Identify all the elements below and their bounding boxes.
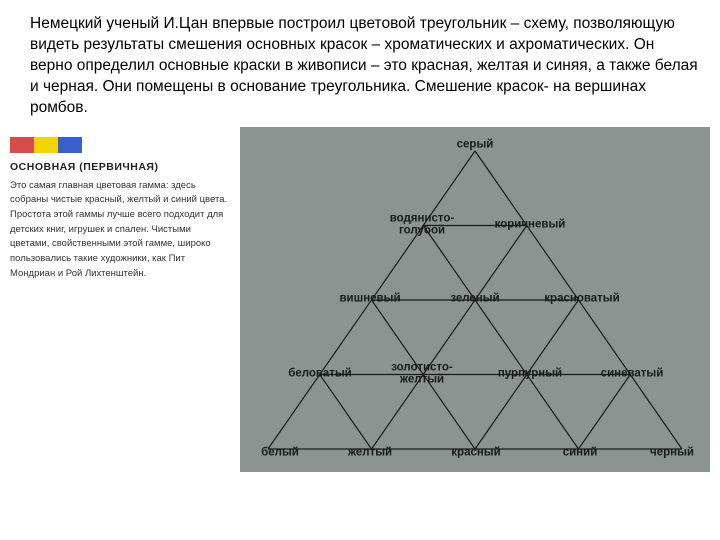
content-row: ОСНОВНАЯ (ПЕРВИЧНАЯ) Это самая главная ц…	[0, 127, 720, 472]
primary-description: Это самая главная цветовая гамма: здесь …	[10, 179, 230, 282]
node-grey: серый	[457, 138, 494, 151]
node-bluish: синеватый	[601, 367, 664, 380]
node-green: зеленый	[450, 292, 499, 305]
node-yellow: желтый	[348, 446, 392, 459]
node-white: белый	[261, 446, 299, 459]
node-water-blue: водянисто-голубой	[390, 212, 455, 237]
node-red: красный	[451, 446, 500, 459]
node-purple: пурпурный	[498, 367, 562, 380]
color-swatches	[10, 137, 230, 153]
swatch-red	[10, 137, 34, 153]
node-blue: синий	[563, 446, 598, 459]
swatch-yellow	[34, 137, 58, 153]
left-column: ОСНОВНАЯ (ПЕРВИЧНАЯ) Это самая главная ц…	[10, 127, 240, 472]
node-black: черный	[650, 446, 694, 459]
swatch-blue	[58, 137, 82, 153]
node-cherry: вишневый	[339, 292, 400, 305]
node-brown: коричневый	[495, 218, 566, 231]
main-paragraph: Немецкий ученый И.Цан впервые построил ц…	[0, 0, 720, 127]
primary-heading: ОСНОВНАЯ (ПЕРВИЧНАЯ)	[10, 161, 230, 173]
triangle-diagram: серый водянисто-голубой коричневый вишневый…	[240, 127, 710, 472]
node-gold-yellow: золотисто-желтый	[391, 361, 453, 386]
node-whitish: беловатый	[288, 367, 352, 380]
node-reddish: красноватый	[544, 292, 619, 305]
